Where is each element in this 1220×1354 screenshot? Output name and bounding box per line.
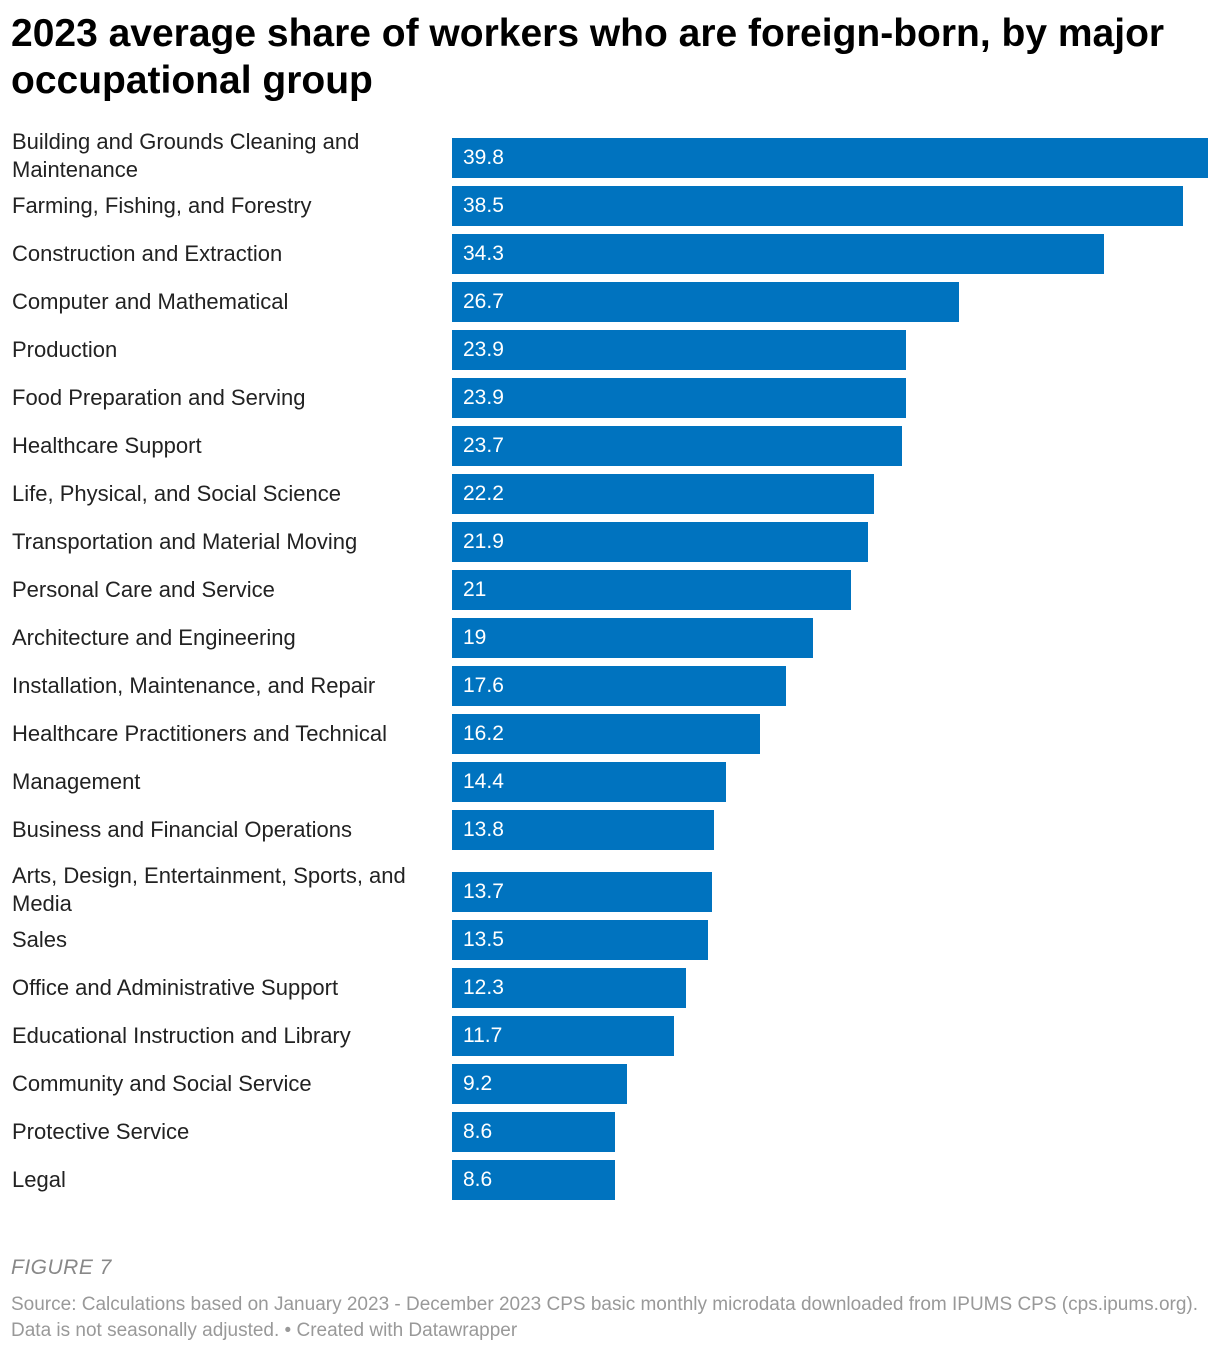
bar-row: Building and Grounds Cleaning and Mainte… bbox=[0, 120, 1220, 182]
bar-row: Educational Instruction and Library 11.7 bbox=[0, 1012, 1220, 1060]
bar bbox=[452, 872, 712, 912]
category-label: Healthcare Support bbox=[12, 433, 202, 458]
category-label: Business and Financial Operations bbox=[12, 817, 352, 842]
source-note: Source: Calculations based on January 20… bbox=[11, 1294, 1199, 1341]
bar bbox=[452, 1112, 615, 1152]
bar bbox=[452, 186, 1183, 226]
bar-row: Computer and Mathematical 26.7 bbox=[0, 278, 1220, 326]
bar bbox=[452, 282, 959, 322]
bar-row: Installation, Maintenance, and Repair 17.… bbox=[0, 662, 1220, 710]
bar-row: Construction and Extraction 34.3 bbox=[0, 230, 1220, 278]
data-label: 13.7 bbox=[463, 880, 504, 903]
figure-label: FIGURE 7 bbox=[11, 1256, 112, 1279]
data-label: 19 bbox=[463, 626, 487, 649]
bar-row: Office and Administrative Support 12.3 bbox=[0, 964, 1220, 1012]
data-label: 23.7 bbox=[463, 434, 504, 457]
bar bbox=[452, 618, 813, 658]
data-label: 17.6 bbox=[463, 674, 504, 697]
bar-row: Community and Social Service 9.2 bbox=[0, 1060, 1220, 1108]
bar-row: Arts, Design, Entertainment, Sports, and… bbox=[0, 854, 1220, 916]
bar bbox=[452, 378, 906, 418]
data-label: 11.7 bbox=[463, 1024, 503, 1047]
bar bbox=[452, 810, 714, 850]
bar-row: Transportation and Material Moving 21.9 bbox=[0, 518, 1220, 566]
category-label: Educational Instruction and Library bbox=[12, 1023, 351, 1048]
bar bbox=[452, 522, 868, 562]
category-label: Building and Grounds Cleaning and Mainte… bbox=[12, 129, 360, 182]
bar-row: Sales 13.5 bbox=[0, 916, 1220, 964]
category-label: Legal bbox=[12, 1167, 66, 1192]
data-label: 26.7 bbox=[463, 290, 504, 313]
bar-chart: Building and Grounds Cleaning and Mainte… bbox=[0, 120, 1220, 1230]
data-label: 38.5 bbox=[463, 194, 504, 217]
data-label: 23.9 bbox=[463, 338, 504, 361]
data-label: 23.9 bbox=[463, 386, 504, 409]
bar-row: Protective Service 8.6 bbox=[0, 1108, 1220, 1156]
data-label: 34.3 bbox=[463, 242, 504, 265]
category-label: Food Preparation and Serving bbox=[12, 385, 306, 410]
category-label: Farming, Fishing, and Forestry bbox=[12, 193, 312, 218]
data-label: 14.4 bbox=[463, 770, 504, 793]
category-label: Office and Administrative Support bbox=[12, 975, 339, 1000]
bar-row: Healthcare Practitioners and Technical 16… bbox=[0, 710, 1220, 758]
bar bbox=[452, 1160, 615, 1200]
bar-row: Personal Care and Service 21 bbox=[0, 566, 1220, 614]
bar bbox=[452, 968, 686, 1008]
data-label: 39.8 bbox=[463, 146, 504, 169]
data-label: 9.2 bbox=[463, 1072, 493, 1095]
category-label: Architecture and Engineering bbox=[12, 625, 296, 650]
bar-row: Healthcare Support 23.7 bbox=[0, 422, 1220, 470]
bar-row: Management 14.4 bbox=[0, 758, 1220, 806]
data-label: 13.5 bbox=[463, 928, 504, 951]
data-label: 22.2 bbox=[463, 482, 504, 505]
category-label: Sales bbox=[12, 927, 68, 952]
category-label: Management bbox=[12, 769, 141, 794]
bar bbox=[452, 762, 726, 802]
bar-row: Food Preparation and Serving 23.9 bbox=[0, 374, 1220, 422]
bar-row: Legal 8.6 bbox=[0, 1156, 1220, 1204]
bar bbox=[452, 1064, 627, 1104]
category-label: Personal Care and Service bbox=[12, 577, 275, 602]
category-label: Installation, Maintenance, and Repair bbox=[12, 673, 376, 698]
category-label: Healthcare Practitioners and Technical bbox=[12, 721, 388, 746]
bar bbox=[452, 474, 874, 514]
data-label: 12.3 bbox=[463, 976, 504, 999]
category-label: Transportation and Material Moving bbox=[12, 529, 358, 554]
data-label: 8.6 bbox=[463, 1168, 493, 1191]
category-label: Construction and Extraction bbox=[12, 241, 283, 266]
category-label: Arts, Design, Entertainment, Sports, and… bbox=[12, 863, 406, 916]
bar bbox=[452, 714, 760, 754]
bar bbox=[452, 1016, 674, 1056]
bar-row: Production 23.9 bbox=[0, 326, 1220, 374]
category-label: Life, Physical, and Social Science bbox=[12, 481, 341, 506]
data-label: 13.8 bbox=[463, 818, 504, 841]
bar-row: Architecture and Engineering 19 bbox=[0, 614, 1220, 662]
data-label: 8.6 bbox=[463, 1120, 493, 1143]
category-label: Computer and Mathematical bbox=[12, 289, 289, 314]
bar bbox=[452, 426, 902, 466]
bar bbox=[452, 920, 708, 960]
bar bbox=[452, 234, 1104, 274]
bar-row: Life, Physical, and Social Science 22.2 bbox=[0, 470, 1220, 518]
bar bbox=[452, 666, 786, 706]
bar bbox=[452, 330, 906, 370]
bar-row: Farming, Fishing, and Forestry 38.5 bbox=[0, 182, 1220, 230]
chart-title: 2023 average share of workers who are fo… bbox=[11, 12, 1165, 102]
bar bbox=[452, 570, 851, 610]
data-label: 21.9 bbox=[463, 530, 504, 553]
bar-row: Business and Financial Operations 13.8 bbox=[0, 806, 1220, 854]
bar bbox=[452, 138, 1208, 178]
data-label: 21 bbox=[463, 578, 487, 601]
category-label: Community and Social Service bbox=[12, 1071, 312, 1096]
data-label: 16.2 bbox=[463, 722, 504, 745]
category-label: Production bbox=[12, 337, 118, 362]
category-label: Protective Service bbox=[12, 1119, 190, 1144]
